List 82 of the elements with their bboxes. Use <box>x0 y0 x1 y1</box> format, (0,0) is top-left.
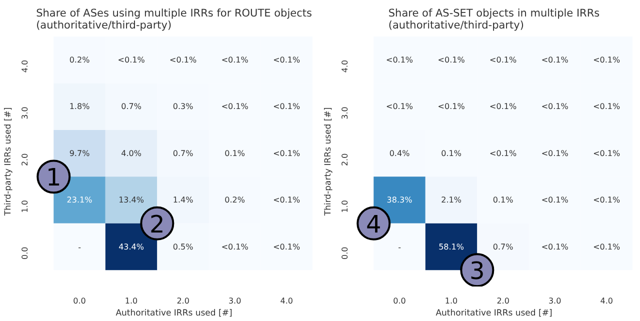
text: <0.1% <box>541 55 568 64</box>
data-label: 0.7% <box>121 102 142 112</box>
text: <0.1% <box>541 148 568 158</box>
chart-subtitle: (authoritative/third-party) <box>388 20 524 32</box>
text: <0.1% <box>273 55 300 64</box>
text: <0.1% <box>273 242 300 252</box>
text: <0.1% <box>490 55 517 64</box>
data-label: 0.3% <box>172 102 194 112</box>
x-tick-label: 4.0 <box>280 296 293 306</box>
data-label: 0.7% <box>492 242 514 252</box>
text: <0.1% <box>273 148 300 158</box>
data-label: 23.1% <box>66 196 93 205</box>
chart-title: Share of AS-SET objects in multiple IRRs <box>388 8 600 20</box>
text: <0.1% <box>386 102 414 112</box>
text: <0.1% <box>541 242 568 252</box>
annotation: 4 <box>366 210 382 238</box>
data-label: 4.0% <box>121 148 142 158</box>
x-axis-title: Authoritative IRRs used [#] <box>436 308 552 318</box>
y-axis-title: Third-party IRRs used [#] <box>4 107 14 217</box>
y-tick-label: 1.0 <box>340 200 350 213</box>
annotation: 1 <box>46 164 62 192</box>
text: <0.1% <box>593 55 620 64</box>
x-tick-label: 2.0 <box>496 296 510 306</box>
data-label: 0.1% <box>441 148 462 158</box>
text: <0.1% <box>593 242 620 252</box>
data-label: 38.3% <box>386 196 413 205</box>
x-axis-title: Authoritative IRRs used [#] <box>116 308 232 318</box>
text: <0.1% <box>593 148 620 158</box>
text: <0.1% <box>593 102 620 112</box>
x-tick-label: 0.0 <box>393 296 406 306</box>
y-tick-label: 4.0 <box>20 60 30 73</box>
x-tick-label: 0.0 <box>73 296 86 306</box>
data-label: 0.1% <box>492 196 514 205</box>
data-label: 1.4% <box>172 196 194 205</box>
data-label: 0.2% <box>69 55 90 64</box>
data-label: 58.1% <box>438 242 464 252</box>
text: <0.1% <box>170 55 197 64</box>
text: <0.1% <box>438 102 465 112</box>
data-label: 9.7% <box>69 148 90 158</box>
x-tick-label: 1.0 <box>124 296 138 306</box>
data-label: 0.4% <box>389 148 410 158</box>
text: - <box>78 242 81 252</box>
text: <0.1% <box>438 55 465 64</box>
x-tick-label: 2.0 <box>176 296 190 306</box>
text: <0.1% <box>273 196 300 205</box>
x-tick-label: 1.0 <box>444 296 458 306</box>
y-tick-label: 2.0 <box>340 153 350 166</box>
text: <0.1% <box>541 102 568 112</box>
annotation: 2 <box>150 210 165 238</box>
text: <0.1% <box>593 196 620 205</box>
y-tick-label: 0.0 <box>20 246 30 260</box>
data-label: 0.5% <box>172 242 194 252</box>
text: <0.1% <box>221 242 248 252</box>
chart-title: Share of ASes using multiple IRRs for ROUTE objects <box>36 8 312 20</box>
annotation: 3 <box>470 257 485 286</box>
text: - <box>398 242 401 252</box>
text: <0.1% <box>221 55 248 64</box>
data-label: 43.4% <box>118 242 144 252</box>
text: <0.1% <box>386 55 414 64</box>
data-label: 0.1% <box>224 148 246 158</box>
y-tick-label: 4.0 <box>340 60 350 73</box>
text: <0.1% <box>273 102 300 112</box>
data-label: 13.4% <box>118 196 144 205</box>
text: <0.1% <box>118 55 145 64</box>
text: <0.1% <box>221 102 248 112</box>
data-label: 0.7% <box>172 148 194 158</box>
data-label: 1.8% <box>69 102 90 112</box>
data-label: 0.2% <box>224 196 246 205</box>
chart-subtitle: (authoritative/third-party) <box>36 20 172 32</box>
text: <0.1% <box>541 196 568 205</box>
y-axis-title: Third-party IRRs used [#] <box>324 107 334 217</box>
x-tick-label: 3.0 <box>228 296 242 306</box>
y-tick-label: 2.0 <box>20 153 30 166</box>
text: <0.1% <box>490 148 517 158</box>
y-tick-label: 3.0 <box>340 106 350 120</box>
text: <0.1% <box>490 102 517 112</box>
x-tick-label: 3.0 <box>548 296 562 306</box>
y-tick-label: 0.0 <box>340 246 350 260</box>
x-tick-label: 4.0 <box>600 296 613 306</box>
y-tick-label: 1.0 <box>20 200 30 213</box>
y-tick-label: 3.0 <box>20 106 30 120</box>
data-label: 2.1% <box>441 196 462 205</box>
